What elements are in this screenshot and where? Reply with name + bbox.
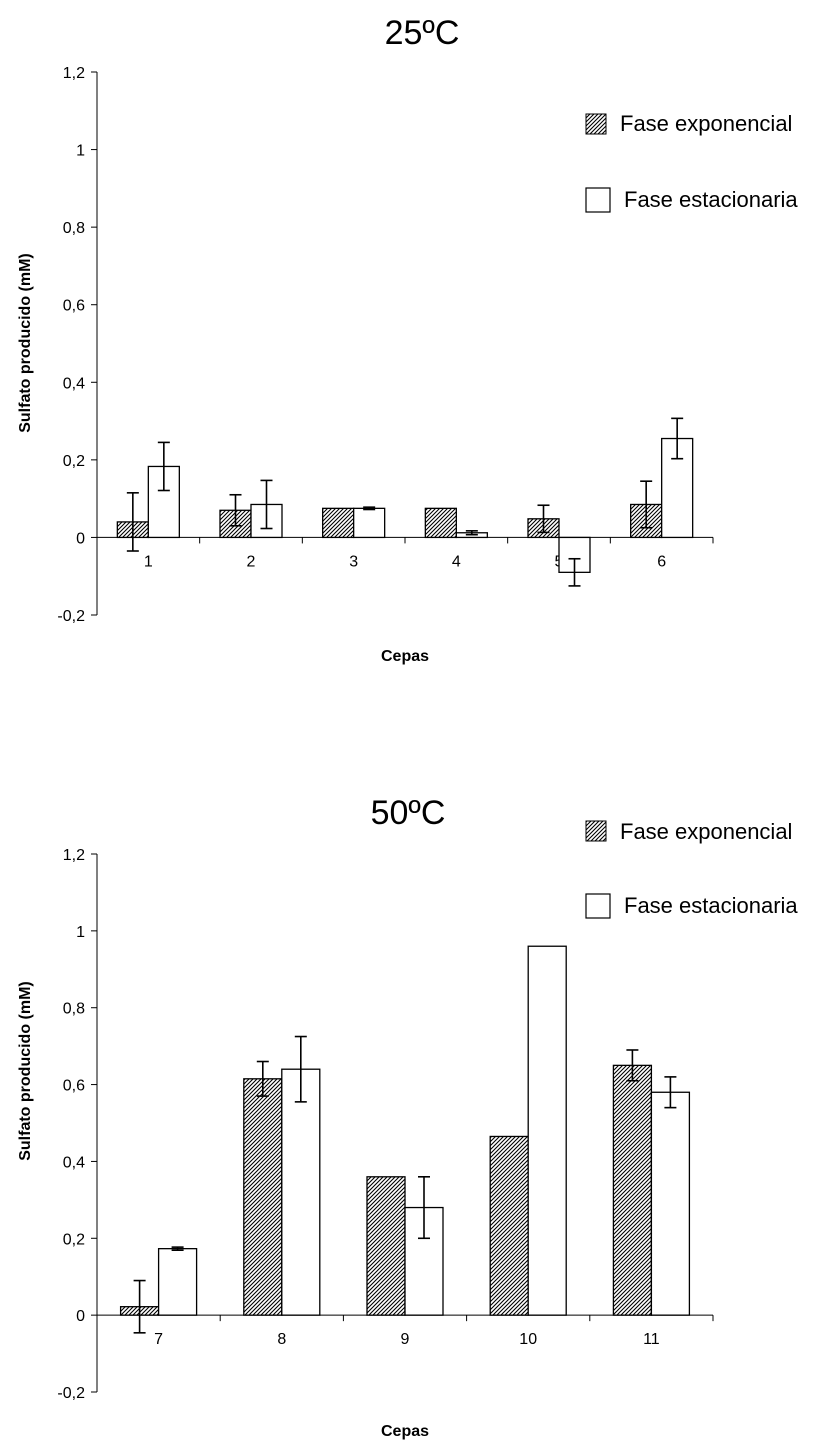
y-tick-label: 0,4 (63, 1154, 85, 1171)
bar-exponencial (490, 1136, 528, 1315)
bar-exponencial (323, 508, 354, 537)
bar-estacionaria (282, 1069, 320, 1315)
x-axis: 7 8 9 10 11 (97, 1315, 713, 1348)
x-tick-group: 7 8 9 10 11 (97, 1315, 713, 1348)
legend-label-estacionaria: Fase estacionaria (624, 893, 798, 918)
legend-label-exponencial: Fase exponencial (620, 111, 792, 136)
x-tick-label: 2 (247, 553, 256, 570)
y-axis: 1,2 1 0,8 0,6 0,4 0,2 0 -0,2 (57, 65, 97, 625)
y-tick-label: 0,4 (63, 375, 85, 392)
legend: Fase exponencial Fase estacionaria (586, 111, 798, 212)
x-tick-label: 6 (657, 553, 666, 570)
x-tick-label: 7 (154, 1331, 163, 1348)
y-tick-label: 1 (76, 924, 85, 941)
chart-title: 25ºC (385, 14, 460, 52)
y-tick-label: 0 (76, 530, 85, 547)
y-tick-label: 0 (76, 1308, 85, 1325)
legend-swatch-exponencial (586, 114, 606, 134)
x-tick-label: 10 (519, 1331, 537, 1348)
x-axis-label: Cepas (381, 1423, 429, 1440)
x-tick-group: 123456 (97, 537, 713, 570)
y-axis-label: Sulfato producido (mM) (17, 253, 34, 433)
bar-estacionaria (159, 1249, 197, 1315)
y-tick-label: 0,2 (63, 1231, 85, 1248)
y-tick-label: 0,2 (63, 453, 85, 470)
y-tick-label: 0,8 (63, 220, 85, 237)
y-axis-label: Sulfato producido (mM) (17, 981, 34, 1161)
x-tick-label: 9 (401, 1331, 410, 1348)
y-tick-label: 0,6 (63, 1078, 85, 1095)
x-tick-label: 11 (643, 1331, 660, 1348)
bar-exponencial (244, 1079, 282, 1315)
bar-exponencial (613, 1065, 651, 1315)
y-tick-label: 1,2 (63, 65, 85, 82)
y-axis: 1,2 1 0,8 0,6 0,4 0,2 0 -0,2 (57, 847, 97, 1402)
legend: Fase exponencial Fase estacionaria (586, 819, 798, 918)
legend-swatch-estacionaria (586, 894, 610, 918)
x-tick-label: 1 (144, 553, 153, 570)
bar-group (121, 946, 690, 1333)
bar-estacionaria (354, 508, 385, 537)
y-tick-label: -0,2 (57, 608, 85, 625)
x-tick-label: 4 (452, 553, 461, 570)
bar-exponencial (367, 1177, 405, 1315)
chart-title: 50ºC (371, 794, 446, 832)
bar-estacionaria (651, 1092, 689, 1315)
x-axis-label: Cepas (381, 648, 429, 665)
y-tick-label: 1 (76, 143, 85, 160)
x-axis: 123456 (97, 537, 713, 570)
x-tick-label: 8 (277, 1331, 286, 1348)
y-tick-label: -0,2 (57, 1385, 85, 1402)
y-tick-label: 1,2 (63, 847, 85, 864)
bar-group (117, 418, 692, 586)
legend-swatch-estacionaria (586, 188, 610, 212)
y-tick-group: 1,2 1 0,8 0,6 0,4 0,2 0 -0,2 (57, 847, 97, 1402)
y-tick-label: 0,8 (63, 1001, 85, 1018)
chart-25c: 25ºC Sulfato producido (mM) Cepas 1,2 1 0,… (17, 14, 798, 665)
bar-exponencial (425, 508, 456, 537)
y-tick-label: 0,6 (63, 298, 85, 315)
legend-swatch-exponencial (586, 821, 606, 841)
bar-estacionaria (528, 946, 566, 1315)
legend-label-estacionaria: Fase estacionaria (624, 187, 798, 212)
x-tick-label: 3 (349, 553, 358, 570)
legend-label-exponencial: Fase exponencial (620, 819, 792, 844)
chart-50c: 50ºC Sulfato producido (mM) Cepas 1,2 1 0,… (17, 794, 798, 1440)
y-tick-group: 1,2 1 0,8 0,6 0,4 0,2 0 -0,2 (57, 65, 97, 625)
